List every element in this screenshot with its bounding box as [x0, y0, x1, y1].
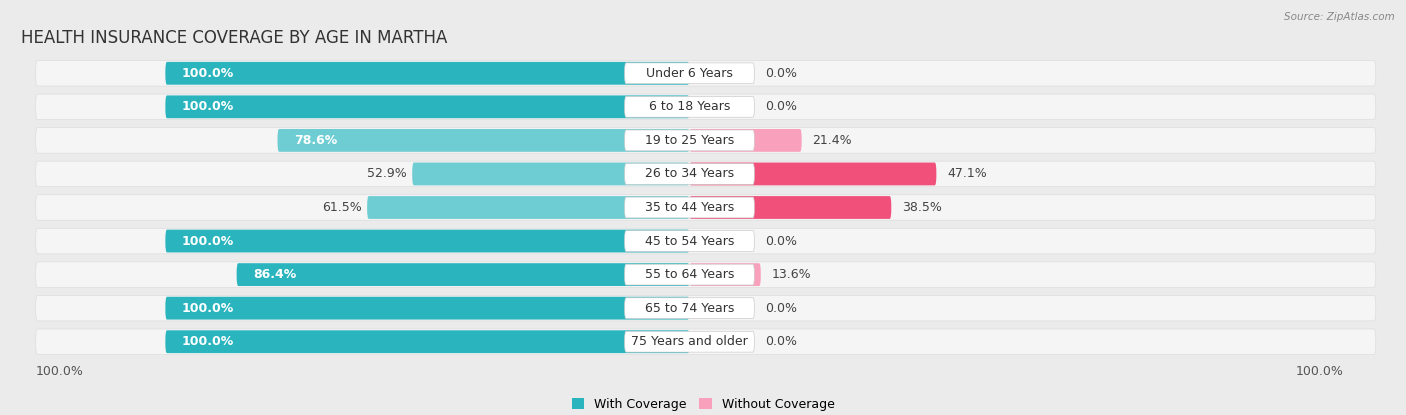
Text: 100.0%: 100.0%	[181, 100, 233, 113]
Text: 65 to 74 Years: 65 to 74 Years	[645, 302, 734, 315]
FancyBboxPatch shape	[624, 197, 755, 218]
Legend: With Coverage, Without Coverage: With Coverage, Without Coverage	[567, 393, 839, 415]
FancyBboxPatch shape	[166, 95, 689, 118]
FancyBboxPatch shape	[236, 263, 689, 286]
FancyBboxPatch shape	[624, 164, 755, 184]
Text: 35 to 44 Years: 35 to 44 Years	[645, 201, 734, 214]
FancyBboxPatch shape	[624, 264, 755, 285]
FancyBboxPatch shape	[624, 331, 755, 352]
FancyBboxPatch shape	[689, 129, 801, 152]
FancyBboxPatch shape	[689, 163, 936, 186]
FancyBboxPatch shape	[35, 262, 1375, 287]
FancyBboxPatch shape	[35, 61, 1375, 86]
FancyBboxPatch shape	[166, 62, 689, 85]
Text: 100.0%: 100.0%	[181, 302, 233, 315]
Text: 26 to 34 Years: 26 to 34 Years	[645, 167, 734, 181]
FancyBboxPatch shape	[624, 63, 755, 84]
Text: 61.5%: 61.5%	[322, 201, 361, 214]
Text: 47.1%: 47.1%	[948, 167, 987, 181]
FancyBboxPatch shape	[689, 263, 761, 286]
Text: 100.0%: 100.0%	[181, 234, 233, 248]
FancyBboxPatch shape	[367, 196, 689, 219]
Text: Source: ZipAtlas.com: Source: ZipAtlas.com	[1284, 12, 1395, 22]
Text: 52.9%: 52.9%	[367, 167, 406, 181]
Text: 6 to 18 Years: 6 to 18 Years	[648, 100, 730, 113]
Text: 19 to 25 Years: 19 to 25 Years	[645, 134, 734, 147]
FancyBboxPatch shape	[412, 163, 689, 186]
Text: 55 to 64 Years: 55 to 64 Years	[645, 268, 734, 281]
Text: 13.6%: 13.6%	[772, 268, 811, 281]
Text: 0.0%: 0.0%	[765, 234, 797, 248]
Text: 38.5%: 38.5%	[903, 201, 942, 214]
Text: 0.0%: 0.0%	[765, 302, 797, 315]
Text: Under 6 Years: Under 6 Years	[645, 67, 733, 80]
Text: 0.0%: 0.0%	[765, 335, 797, 348]
FancyBboxPatch shape	[35, 295, 1375, 321]
Text: 78.6%: 78.6%	[294, 134, 337, 147]
Text: 100.0%: 100.0%	[181, 67, 233, 80]
FancyBboxPatch shape	[624, 298, 755, 319]
FancyBboxPatch shape	[624, 130, 755, 151]
Text: 100.0%: 100.0%	[181, 335, 233, 348]
FancyBboxPatch shape	[624, 96, 755, 117]
FancyBboxPatch shape	[166, 229, 689, 252]
FancyBboxPatch shape	[35, 161, 1375, 187]
Text: 100.0%: 100.0%	[35, 365, 83, 378]
FancyBboxPatch shape	[35, 195, 1375, 220]
FancyBboxPatch shape	[35, 94, 1375, 120]
FancyBboxPatch shape	[35, 128, 1375, 153]
Text: 21.4%: 21.4%	[813, 134, 852, 147]
Text: 86.4%: 86.4%	[253, 268, 297, 281]
Text: 0.0%: 0.0%	[765, 67, 797, 80]
FancyBboxPatch shape	[624, 231, 755, 251]
Text: HEALTH INSURANCE COVERAGE BY AGE IN MARTHA: HEALTH INSURANCE COVERAGE BY AGE IN MART…	[21, 29, 447, 47]
FancyBboxPatch shape	[689, 196, 891, 219]
FancyBboxPatch shape	[166, 330, 689, 353]
FancyBboxPatch shape	[277, 129, 689, 152]
Text: 0.0%: 0.0%	[765, 100, 797, 113]
FancyBboxPatch shape	[35, 329, 1375, 354]
Text: 100.0%: 100.0%	[1295, 365, 1343, 378]
FancyBboxPatch shape	[35, 228, 1375, 254]
Text: 45 to 54 Years: 45 to 54 Years	[645, 234, 734, 248]
Text: 75 Years and older: 75 Years and older	[631, 335, 748, 348]
FancyBboxPatch shape	[166, 297, 689, 320]
